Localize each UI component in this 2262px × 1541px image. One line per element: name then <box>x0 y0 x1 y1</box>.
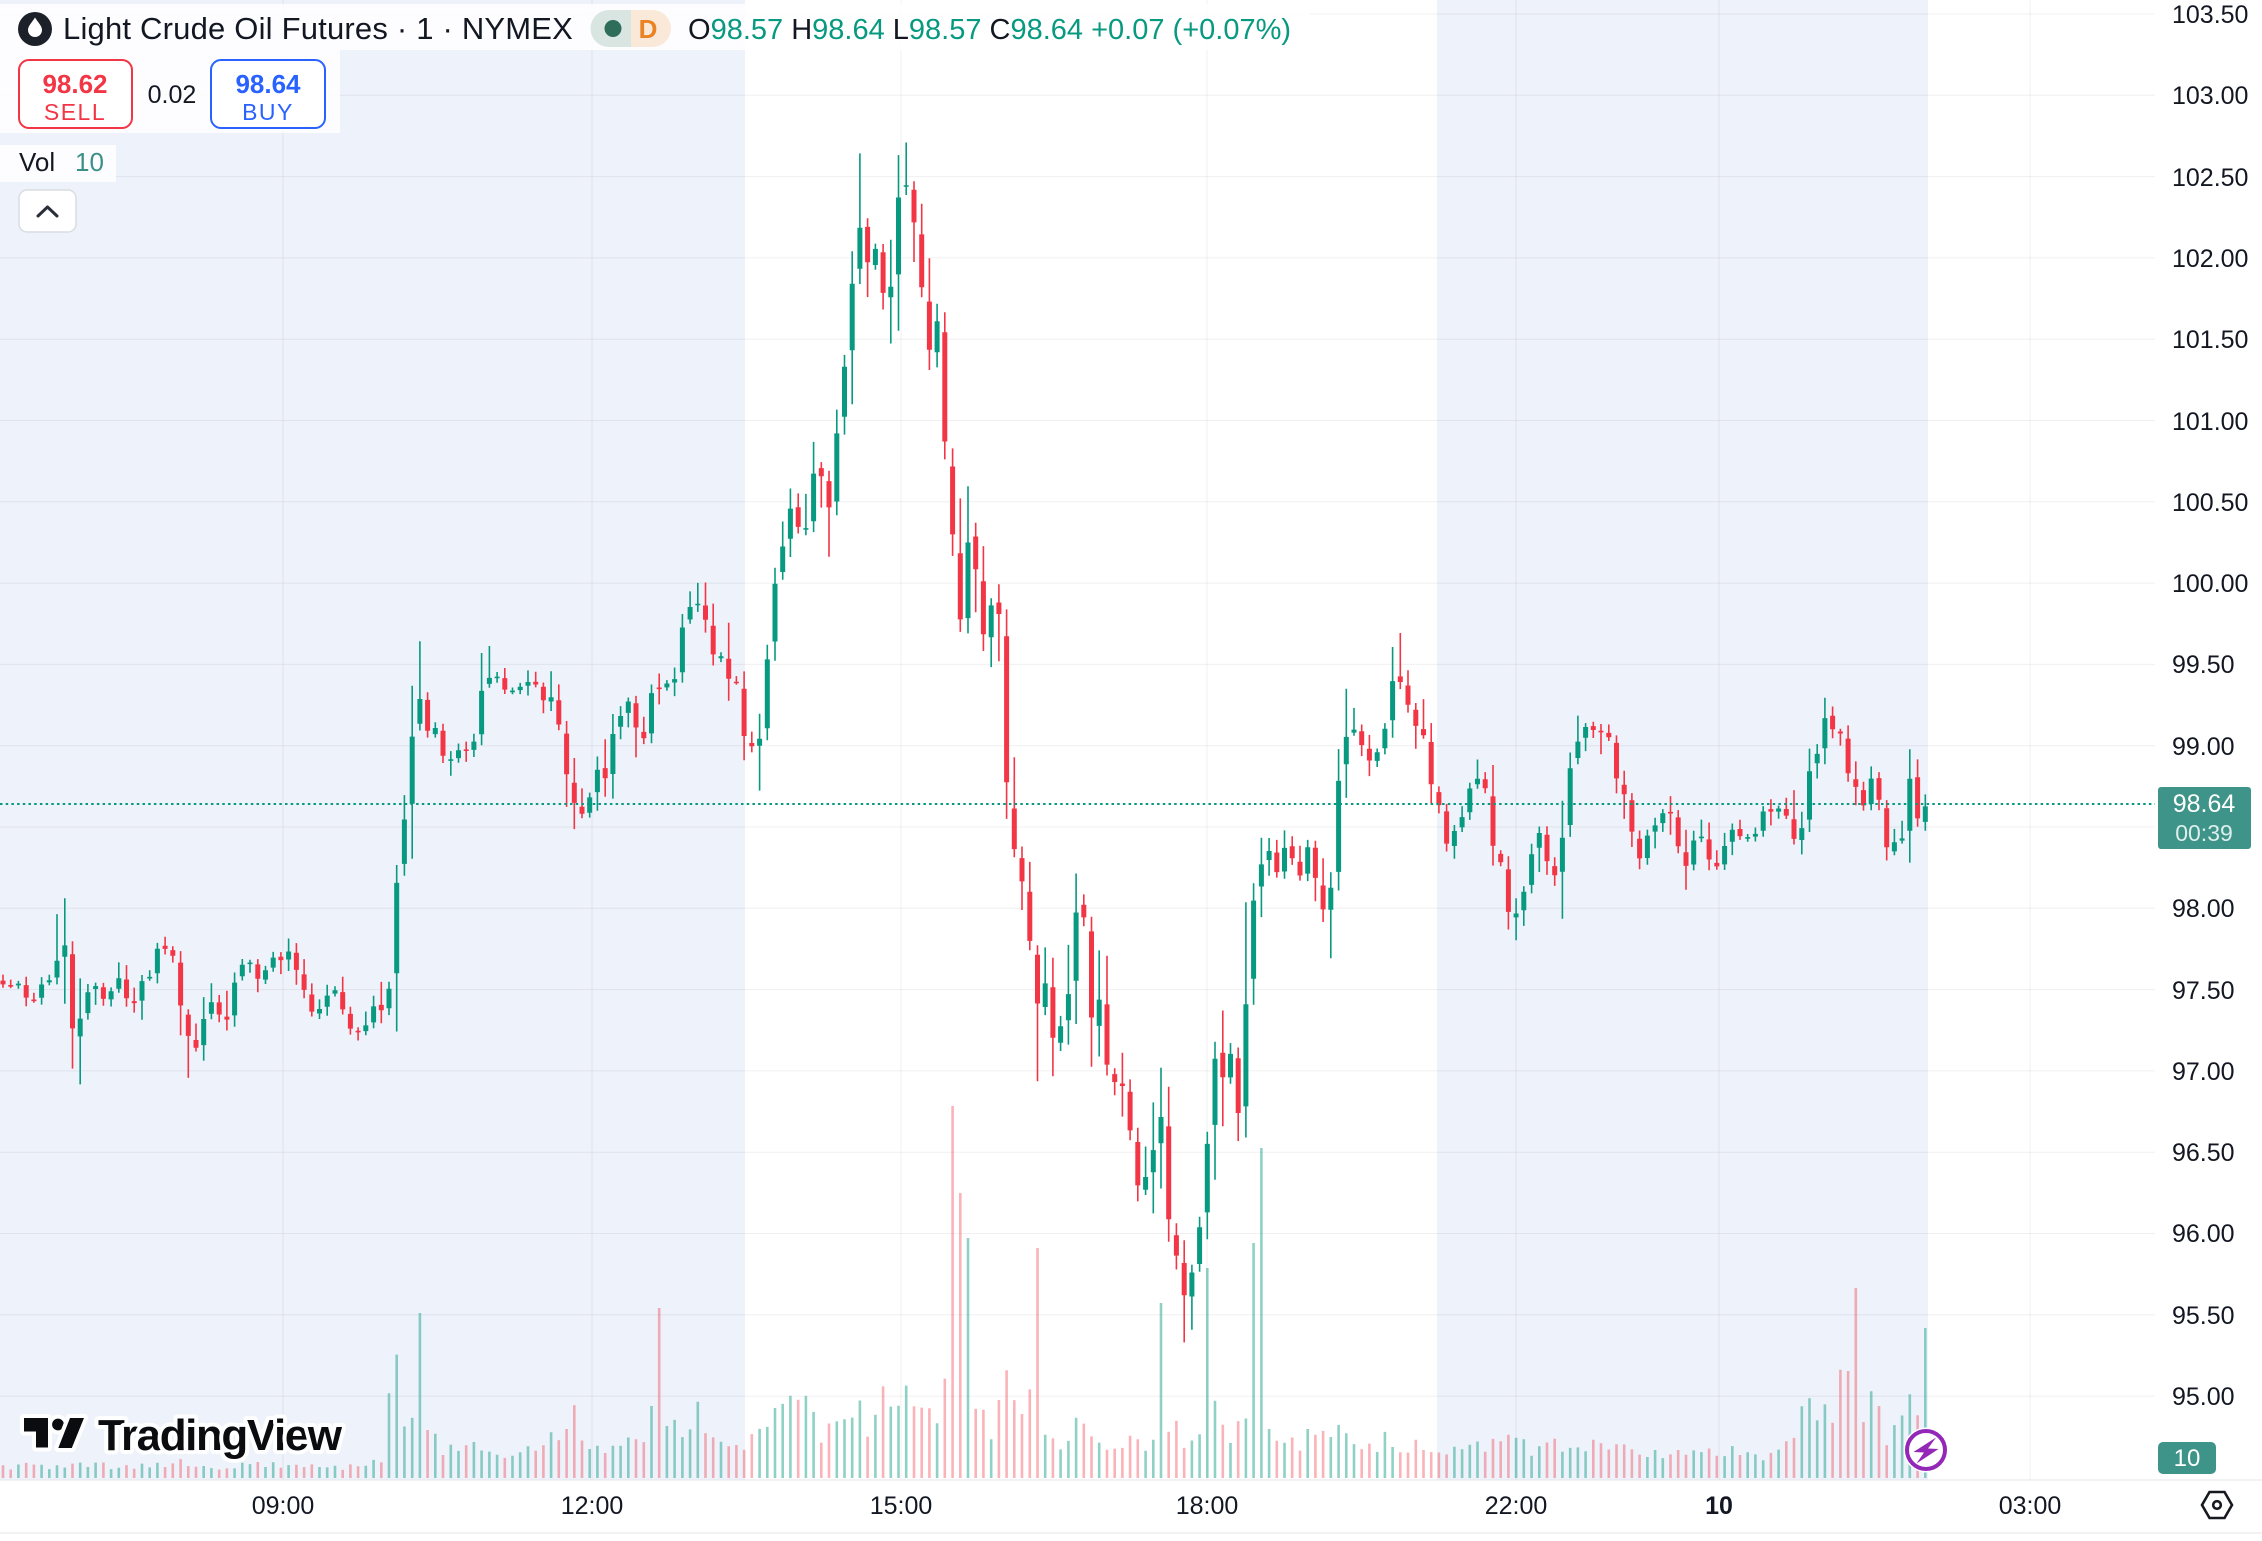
svg-text:95.00: 95.00 <box>2172 1383 2235 1411</box>
svg-text:Vol: Vol <box>19 147 55 177</box>
svg-text:15:00: 15:00 <box>870 1492 933 1520</box>
svg-text:22:00: 22:00 <box>1485 1492 1548 1520</box>
svg-text:101.50: 101.50 <box>2172 326 2248 354</box>
svg-text:98.64: 98.64 <box>2173 790 2236 818</box>
svg-text:99.00: 99.00 <box>2172 733 2235 761</box>
svg-text:95.50: 95.50 <box>2172 1302 2235 1330</box>
svg-text:Light Crude Oil Futures · 1 ·: Light Crude Oil Futures · 1 · NYMEX <box>63 11 573 46</box>
svg-text:96.00: 96.00 <box>2172 1220 2235 1248</box>
svg-text:96.50: 96.50 <box>2172 1139 2235 1167</box>
svg-text:18:00: 18:00 <box>1176 1492 1239 1520</box>
svg-text:00:39: 00:39 <box>2175 820 2233 846</box>
svg-text:98.00: 98.00 <box>2172 895 2235 923</box>
svg-text:103.50: 103.50 <box>2172 1 2248 29</box>
svg-text:101.00: 101.00 <box>2172 408 2248 436</box>
svg-text:09:00: 09:00 <box>252 1492 315 1520</box>
svg-text:TradingView: TradingView <box>98 1411 343 1460</box>
svg-text:100.00: 100.00 <box>2172 570 2248 598</box>
svg-text:102.00: 102.00 <box>2172 245 2248 273</box>
svg-text:10: 10 <box>75 147 104 177</box>
svg-text:12:00: 12:00 <box>561 1492 624 1520</box>
svg-text:98.64: 98.64 <box>235 69 301 99</box>
svg-text:O98.57 H98.64 L98.57 C98.64 +0: O98.57 H98.64 L98.57 C98.64 +0.07 (+0.07… <box>688 14 1291 46</box>
svg-text:102.50: 102.50 <box>2172 164 2248 192</box>
svg-text:SELL: SELL <box>44 99 106 125</box>
svg-text:100.50: 100.50 <box>2172 489 2248 517</box>
svg-text:97.50: 97.50 <box>2172 977 2235 1005</box>
svg-text:10: 10 <box>1705 1492 1733 1520</box>
svg-text:BUY: BUY <box>242 99 294 125</box>
svg-text:97.00: 97.00 <box>2172 1058 2235 1086</box>
svg-text:10: 10 <box>2174 1445 2201 1472</box>
svg-text:D: D <box>639 14 658 44</box>
svg-text:0.02: 0.02 <box>148 81 197 109</box>
svg-text:03:00: 03:00 <box>1999 1492 2062 1520</box>
svg-text:99.50: 99.50 <box>2172 651 2235 679</box>
svg-text:103.00: 103.00 <box>2172 82 2248 110</box>
svg-text:98.62: 98.62 <box>42 69 107 99</box>
